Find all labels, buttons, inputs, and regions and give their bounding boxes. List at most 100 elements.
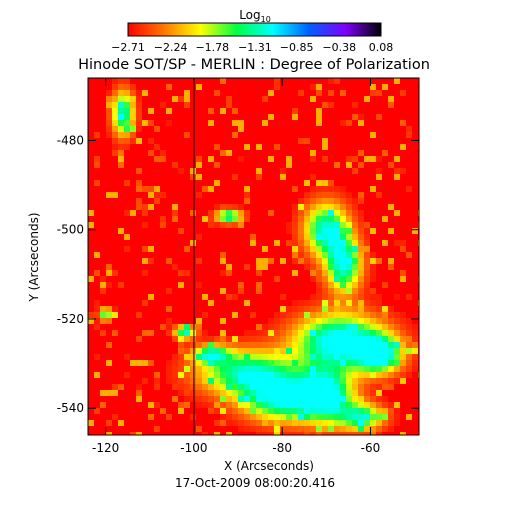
heatmap-cell (118, 96, 124, 102)
heatmap-cell (268, 396, 274, 402)
heatmap-cell (340, 432, 346, 435)
heatmap-cell (322, 288, 328, 294)
heatmap-cell (370, 288, 376, 294)
heatmap-cell (346, 342, 352, 348)
heatmap-cell (142, 258, 148, 264)
heatmap-cell (190, 378, 196, 384)
heatmap-cell (268, 372, 274, 378)
heatmap-cell (298, 390, 304, 396)
heatmap-cell (238, 402, 244, 408)
heatmap-cell (334, 204, 340, 210)
heatmap-cell (334, 222, 340, 228)
heatmap-cell (376, 360, 382, 366)
heatmap-cell (304, 432, 310, 435)
heatmap-cell (124, 138, 130, 144)
heatmap-cell (328, 252, 334, 258)
heatmap-cell (196, 366, 202, 372)
heatmap-cell (346, 246, 352, 252)
heatmap-cell (370, 366, 376, 372)
heatmap-cell (334, 234, 340, 240)
heatmap-cell (334, 342, 340, 348)
heatmap-cell (364, 414, 370, 420)
heatmap-cell (364, 228, 370, 234)
heatmap-cell (268, 384, 274, 390)
heatmap-cell (298, 336, 304, 342)
heatmap-cell (172, 264, 178, 270)
heatmap-cell (280, 324, 286, 330)
heatmap-cell (376, 174, 382, 180)
heatmap-cell (184, 390, 190, 396)
heatmap-cell (286, 420, 292, 426)
heatmap-cell (226, 102, 232, 108)
y-tick-label: -520 (57, 312, 84, 326)
heatmap-cell (106, 192, 112, 198)
heatmap-cell (310, 426, 316, 432)
heatmap-cell (184, 366, 190, 372)
heatmap-cell (196, 384, 202, 390)
heatmap-cell (214, 180, 220, 186)
heatmap-cell (142, 210, 148, 216)
heatmap-cell (346, 258, 352, 264)
plot-frame (87, 77, 420, 436)
heatmap-cell (244, 192, 250, 198)
heatmap-cell (376, 402, 382, 408)
heatmap-cell (352, 366, 358, 372)
heatmap-cell (124, 210, 130, 216)
heatmap-cell (328, 366, 334, 372)
heatmap-cell (298, 306, 304, 312)
heatmap-cell (382, 216, 388, 222)
heatmap-cell (190, 174, 196, 180)
heatmap-cell (286, 162, 292, 168)
heatmap-cell (136, 204, 142, 210)
heatmap-cell (328, 186, 334, 192)
heatmap-cell (304, 390, 310, 396)
heatmap-cell (382, 336, 388, 342)
heatmap-cell (316, 276, 322, 282)
heatmap-cell (196, 282, 202, 288)
heatmap-cell (292, 324, 298, 330)
heatmap-cell (340, 372, 346, 378)
heatmap-cell (292, 258, 298, 264)
heatmap-cell (274, 336, 280, 342)
heatmap-cell (184, 246, 190, 252)
heatmap-cell (286, 156, 292, 162)
heatmap-cell (232, 408, 238, 414)
heatmap-cell (406, 414, 412, 420)
heatmap-cell (340, 324, 346, 330)
heatmap-cell (334, 252, 340, 258)
heatmap-cell (328, 294, 334, 300)
heatmap-cell (136, 390, 142, 396)
heatmap-cell (142, 186, 148, 192)
heatmap-cell (322, 198, 328, 204)
heatmap-cell (280, 330, 286, 336)
y-axis-label: Y (Arcseconds) (27, 212, 41, 302)
heatmap-cell (286, 342, 292, 348)
heatmap-cell (370, 396, 376, 402)
heatmap-cell (172, 216, 178, 222)
heatmap-cell (214, 408, 220, 414)
heatmap-cell (328, 270, 334, 276)
heatmap-cell (328, 408, 334, 414)
heatmap-cell (334, 372, 340, 378)
heatmap-cell (376, 420, 382, 426)
heatmap-cell (280, 396, 286, 402)
heatmap-cell (292, 210, 298, 216)
heatmap-cell (178, 330, 184, 336)
heatmap-cell (340, 222, 346, 228)
heatmap-cell (346, 390, 352, 396)
heatmap-cell (226, 348, 232, 354)
heatmap-cell (220, 360, 226, 366)
heatmap-cell (394, 408, 400, 414)
heatmap-cell (376, 336, 382, 342)
heatmap-cell (352, 402, 358, 408)
heatmap-cell (316, 210, 322, 216)
heatmap-cell (202, 354, 208, 360)
heatmap-cell (328, 228, 334, 234)
heatmap-cell (226, 432, 232, 435)
heatmap-cell (400, 378, 406, 384)
heatmap-cell (196, 360, 202, 366)
heatmap-cell (106, 264, 112, 270)
heatmap-cell (238, 420, 244, 426)
heatmap-cell (112, 132, 118, 138)
heatmap-cell (268, 420, 274, 426)
